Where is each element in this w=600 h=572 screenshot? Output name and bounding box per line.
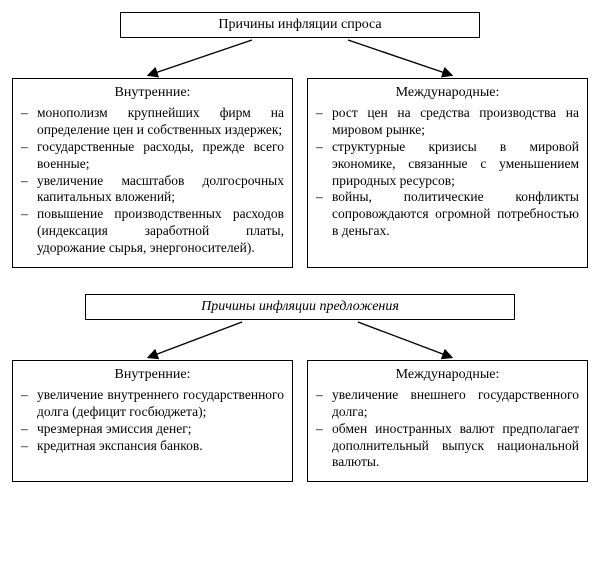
list-item: рост цен на средства производст­ва на ми… (316, 105, 579, 139)
supply-inflation-section: Причины инфляции предложения Внутренние:… (12, 294, 588, 482)
list-item: структурные кризисы в мировой экономике,… (316, 139, 579, 190)
section2-columns: Внутренние: увеличение внутреннего госуд… (12, 360, 588, 482)
list-item: государственные расходы, преж­де всего в… (21, 139, 284, 173)
section2-arrows (12, 320, 588, 360)
section1-left-heading: Внутренние: (21, 85, 284, 101)
section1-title: Причины инфляции спроса (218, 17, 381, 32)
section1-arrows (12, 38, 588, 78)
section2-right-heading: Международные: (316, 367, 579, 383)
section1-columns: Внутренние: монополизм крупнейших фирм н… (12, 78, 588, 268)
list-item: увеличение внутреннего государст­венного… (21, 387, 284, 421)
section2-left-list: увеличение внутреннего государст­венного… (21, 387, 284, 455)
section1-right-list: рост цен на средства производст­ва на ми… (316, 105, 579, 240)
section2-title-box: Причины инфляции предложения (85, 294, 515, 320)
section2-right-box: Международные: увеличение внешнего госуд… (307, 360, 588, 482)
section-gap (12, 268, 588, 294)
section2-title: Причины инфляции предложения (201, 299, 399, 314)
list-item: увеличение внешнего государст­венного до… (316, 387, 579, 421)
section2-left-box: Внутренние: увеличение внутреннего госуд… (12, 360, 293, 482)
section1-right-heading: Международные: (316, 85, 579, 101)
list-item: повышение производственных расходов (инд… (21, 206, 284, 257)
list-item: обмен иностранных валют пред­полагает до… (316, 421, 579, 472)
section1-left-box: Внутренние: монополизм крупнейших фирм н… (12, 78, 293, 268)
list-item: чрезмерная эмиссия денег; (21, 421, 284, 438)
section1-left-list: монополизм крупнейших фирм на определени… (21, 105, 284, 257)
list-item: войны, политические конфликты сопровожда… (316, 189, 579, 240)
demand-inflation-section: Причины инфляции спроса Внутренние: моно… (12, 12, 588, 268)
section2-left-heading: Внутренние: (21, 367, 284, 383)
list-item: монополизм крупнейших фирм на определени… (21, 105, 284, 139)
section1-title-box: Причины инфляции спроса (120, 12, 480, 38)
list-item: увеличение масштабов долго­срочных капит… (21, 173, 284, 207)
section1-right-box: Международные: рост цен на средства прои… (307, 78, 588, 268)
list-item: кредитная экспансия банков. (21, 438, 284, 455)
section2-right-list: увеличение внешнего государст­венного до… (316, 387, 579, 471)
